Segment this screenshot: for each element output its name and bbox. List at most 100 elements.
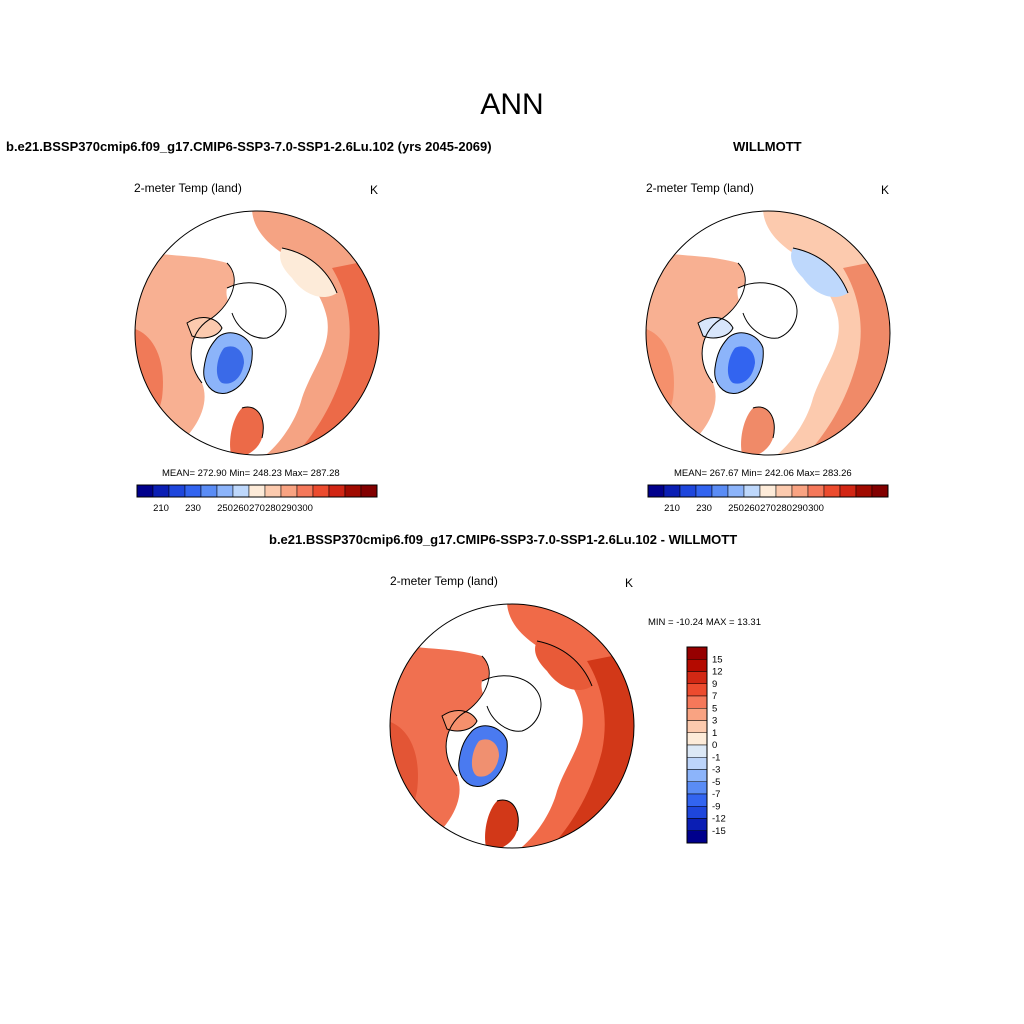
colorbar-box bbox=[280, 484, 298, 498]
diff-colorbar-box bbox=[686, 659, 708, 672]
coastline-4 bbox=[241, 406, 264, 439]
colorbar-box bbox=[312, 484, 330, 498]
colorbar-box bbox=[695, 484, 713, 498]
panel-model-field-label: 2-meter Temp (land) bbox=[134, 181, 242, 195]
panel-diff-stats: MIN = -10.24 MAX = 13.31 bbox=[648, 617, 762, 628]
arctic-ocean bbox=[737, 282, 798, 339]
panel-obs-stats: MEAN= 267.67 Min= 242.06 Max= 283.26 bbox=[674, 468, 852, 479]
diff-colorbar-box bbox=[686, 683, 708, 697]
panel-obs-field-label: 2-meter Temp (land) bbox=[646, 181, 754, 195]
colorbar-box bbox=[727, 484, 745, 498]
panel-obs-colorbar: 210 230 250 260 270 280 290 300 bbox=[647, 484, 889, 514]
coastline-3 bbox=[281, 247, 338, 294]
colorbar-tick-label: 270 bbox=[760, 503, 776, 514]
map-boundary bbox=[645, 210, 891, 456]
colorbar-tick-label: 300 bbox=[297, 503, 313, 514]
colorbar-box bbox=[136, 484, 154, 498]
panel-diff-field-label: 2-meter Temp (land) bbox=[390, 574, 498, 588]
diff-colorbar-box bbox=[686, 769, 708, 782]
colorbar-box bbox=[807, 484, 825, 498]
canadian-archipelago bbox=[698, 317, 733, 338]
colorbar-box bbox=[647, 484, 665, 498]
diff-colorbar-tick-label: 0 bbox=[712, 740, 717, 751]
diff-colorbar-box bbox=[686, 720, 708, 733]
greenland-interior bbox=[727, 346, 755, 384]
colorbar-frame bbox=[647, 484, 889, 498]
colorbar-box bbox=[152, 484, 170, 498]
panel-obs-title: WILLMOTT bbox=[733, 139, 802, 154]
colorbar-box bbox=[264, 484, 282, 498]
panel-obs-polar-map bbox=[645, 210, 891, 456]
coastline-0 bbox=[701, 262, 746, 384]
panel-diff-title: b.e21.BSSP370cmip6.f09_g17.CMIP6-SSP3-7.… bbox=[269, 532, 738, 547]
colorbar-tick-label: 250 bbox=[217, 503, 233, 514]
diff-colorbar-tick-label: -1 bbox=[712, 752, 720, 763]
colorbar-box bbox=[328, 484, 346, 498]
diff-colorbar-tick-label: 15 bbox=[712, 654, 723, 665]
colorbar-box bbox=[743, 484, 761, 498]
diff-colorbar-tick-label: 7 bbox=[712, 691, 717, 702]
colorbar-box bbox=[296, 484, 314, 498]
colorbar-tick-label: 280 bbox=[265, 503, 281, 514]
diff-colorbar-box bbox=[686, 818, 708, 831]
colorbar-tick-label: 230 bbox=[185, 503, 201, 514]
diff-colorbar-tick-label: -12 bbox=[712, 814, 726, 825]
colorbar-tick-label: 260 bbox=[233, 503, 249, 514]
siberia-region bbox=[280, 248, 337, 298]
coastline-0 bbox=[445, 655, 490, 777]
diff-colorbar-box bbox=[686, 744, 708, 758]
colorbar-box bbox=[855, 484, 873, 498]
colorbar-tick-label: 230 bbox=[696, 503, 712, 514]
diff-colorbar-box bbox=[686, 781, 708, 795]
map-boundary bbox=[389, 603, 635, 849]
diff-colorbar-tick-label: -7 bbox=[712, 789, 720, 800]
panel-model-stats: MEAN= 272.90 Min= 248.23 Max= 287.28 bbox=[162, 468, 340, 479]
colorbar-box bbox=[679, 484, 697, 498]
panel-diff-polar-map bbox=[389, 603, 635, 849]
colorbar-tick-label: 290 bbox=[792, 503, 808, 514]
siberia-region bbox=[535, 641, 592, 691]
colorbar-box bbox=[839, 484, 857, 498]
coastline-3 bbox=[536, 640, 593, 687]
panel-model-units: K bbox=[370, 183, 379, 197]
canadian-archipelago bbox=[442, 710, 477, 731]
diff-colorbar-tick-label: -9 bbox=[712, 801, 720, 812]
colorbar-box bbox=[360, 484, 378, 498]
colorbar-box bbox=[823, 484, 841, 498]
coastline-5 bbox=[441, 710, 478, 732]
colorbar-box bbox=[791, 484, 809, 498]
diff-colorbar-tick-label: 12 bbox=[712, 667, 723, 678]
colorbar-frame bbox=[136, 484, 378, 498]
siberia-region bbox=[791, 248, 848, 298]
coastline-4 bbox=[752, 406, 775, 439]
colorbar-box bbox=[344, 484, 362, 498]
map-boundary bbox=[134, 210, 380, 456]
colorbar-tick-label: 210 bbox=[664, 503, 680, 514]
diff-colorbar-box bbox=[686, 646, 708, 660]
colorbar-tick-label: 290 bbox=[281, 503, 297, 514]
coastline-2 bbox=[226, 282, 287, 339]
diff-colorbar-tick-label: 5 bbox=[712, 703, 717, 714]
colorbar-box bbox=[871, 484, 889, 498]
diff-colorbar-box bbox=[686, 793, 708, 807]
canadian-archipelago bbox=[187, 317, 222, 338]
diff-colorbar-box bbox=[686, 708, 708, 721]
colorbar-tick-label: 270 bbox=[249, 503, 265, 514]
coastline-3 bbox=[792, 247, 849, 294]
colorbar-box bbox=[168, 484, 186, 498]
colorbar-tick-label: 300 bbox=[808, 503, 824, 514]
europe-landmass bbox=[741, 407, 775, 455]
europe-landmass bbox=[230, 407, 264, 455]
colorbar-tick-label: 260 bbox=[744, 503, 760, 514]
colorbar-box bbox=[184, 484, 202, 498]
diff-colorbar-tick-label: -3 bbox=[712, 765, 720, 776]
colorbar-tick-label: 210 bbox=[153, 503, 169, 514]
diff-colorbar-tick-label: 1 bbox=[712, 728, 717, 739]
colorbar-tick-label: 280 bbox=[776, 503, 792, 514]
greenland-interior bbox=[471, 739, 499, 777]
coastline-4 bbox=[496, 799, 519, 832]
colorbar-box bbox=[759, 484, 777, 498]
coastline-5 bbox=[697, 317, 734, 339]
